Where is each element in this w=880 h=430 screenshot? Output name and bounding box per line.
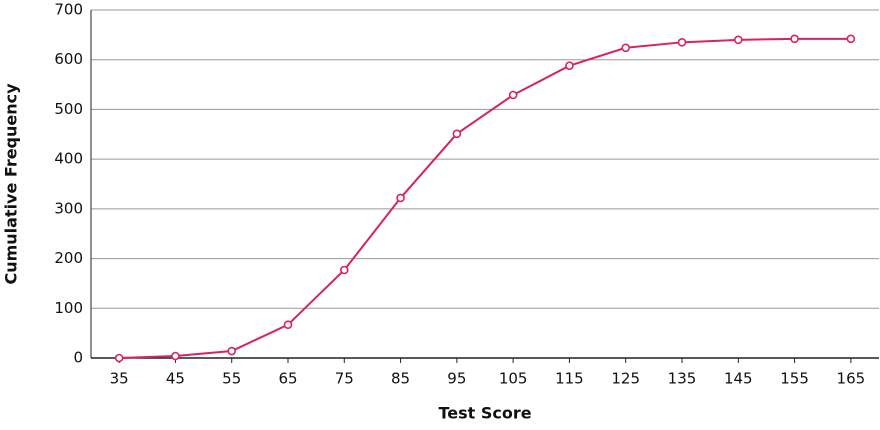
x-tick-label: 35 xyxy=(110,370,129,388)
x-tick-label: 95 xyxy=(447,370,466,388)
data-point xyxy=(846,34,856,44)
x-tick-label: 75 xyxy=(335,370,354,388)
data-point xyxy=(171,351,180,361)
data-point xyxy=(733,35,743,45)
y-tick-label: 700 xyxy=(54,1,83,19)
data-line xyxy=(119,37,851,359)
x-tick-label: 165 xyxy=(837,370,866,388)
data-point xyxy=(790,34,799,44)
x-tick-label: 55 xyxy=(222,370,241,388)
data-point xyxy=(452,129,462,139)
data-point xyxy=(339,265,349,275)
data-point xyxy=(227,346,237,356)
x-tick-label: 155 xyxy=(780,370,809,388)
data-point xyxy=(621,43,631,53)
x-tick-label: 65 xyxy=(278,370,297,388)
y-tick-label: 500 xyxy=(54,100,83,118)
x-axis-title: Test Score xyxy=(438,404,531,423)
y-axis-title: Cumulative Frequency xyxy=(2,83,21,285)
x-tick-label: 85 xyxy=(391,370,410,388)
x-tick-label: 145 xyxy=(724,370,753,388)
x-tick-label: 125 xyxy=(611,370,640,388)
data-point xyxy=(565,61,574,70)
y-tick-label: 600 xyxy=(54,50,83,68)
y-tick-label: 200 xyxy=(54,249,83,267)
data-point xyxy=(283,320,293,329)
data-point xyxy=(677,38,687,47)
y-tick-label: 0 xyxy=(73,349,83,367)
y-tick-label: 100 xyxy=(54,299,83,317)
y-tick-label: 400 xyxy=(54,150,83,168)
data-point xyxy=(508,90,518,100)
x-tick-label: 115 xyxy=(555,370,584,388)
data-point xyxy=(396,193,405,203)
data-point xyxy=(114,353,124,363)
x-tick-label: 105 xyxy=(499,370,528,388)
y-tick-label: 300 xyxy=(54,199,83,217)
x-tick-label: 45 xyxy=(166,370,185,388)
x-tick-label: 135 xyxy=(668,370,697,388)
